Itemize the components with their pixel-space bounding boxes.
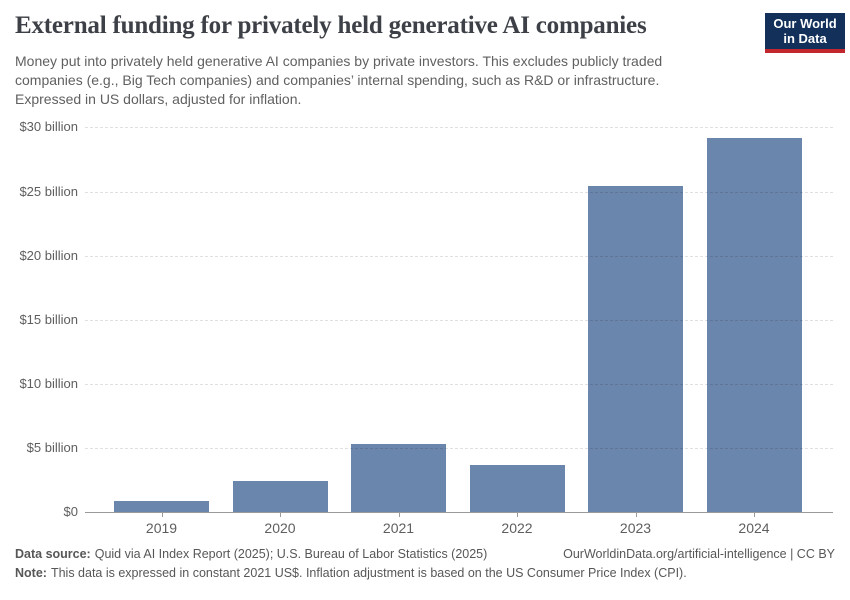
owid-logo[interactable]: Our World in Data (765, 13, 845, 53)
y-axis-label: $0 (63, 504, 78, 519)
grid-line (85, 255, 833, 257)
footer-note-row: Note: This data is expressed in constant … (15, 565, 835, 581)
y-axis-label: $25 billion (19, 183, 78, 199)
attribution-link[interactable]: OurWorldinData.org/artificial-intelligen… (563, 547, 835, 561)
x-axis-tick (280, 513, 281, 517)
x-axis-label: 2019 (145, 520, 178, 536)
x-axis-tick (398, 513, 400, 517)
footer-source-row: Data source: Quid via AI Index Report (20… (15, 546, 835, 562)
logo-line1: Our World (773, 16, 837, 31)
grid-line (85, 447, 833, 449)
note-value: This data is expressed in constant 2021 … (50, 566, 687, 580)
page-title: External funding for privately held gene… (15, 12, 647, 39)
x-axis-tick (635, 513, 637, 517)
bar-2019[interactable] (114, 501, 209, 512)
logo-line2: in Data (783, 31, 827, 46)
grid-line (85, 191, 833, 193)
chart-subtitle: Money put into privately held generative… (15, 53, 663, 107)
y-axis-label: $20 billion (19, 247, 78, 263)
y-axis-label: $10 billion (19, 375, 78, 391)
x-axis-label: 2020 (264, 520, 296, 536)
x-axis-label: 2024 (738, 520, 770, 536)
bar-2021[interactable] (351, 444, 446, 512)
data-source-label: Data source: (15, 547, 91, 561)
y-axis-label: $30 billion (19, 119, 78, 135)
x-axis-line (85, 512, 833, 513)
note-label: Note: (15, 566, 47, 580)
x-axis-label: 2021 (382, 520, 415, 536)
x-axis-tick (517, 513, 518, 517)
data-source-value: Quid via AI Index Report (2025); U.S. Bu… (94, 547, 488, 561)
x-axis-label: 2022 (501, 520, 533, 536)
bar-2022[interactable] (469, 464, 565, 512)
bar-2020[interactable] (232, 480, 328, 512)
grid-line (85, 383, 833, 385)
grid-line (85, 319, 833, 321)
grid-line (85, 127, 833, 129)
data-source-text: Data source: Quid via AI Index Report (20… (15, 546, 487, 562)
x-axis-label: 2023 (619, 520, 652, 536)
bar-2024[interactable] (706, 137, 802, 512)
y-axis-label: $5 billion (26, 439, 78, 455)
x-axis-tick (754, 513, 755, 517)
x-axis-tick (161, 513, 163, 517)
bar-2023[interactable] (588, 186, 683, 512)
y-axis-label: $15 billion (19, 311, 78, 327)
